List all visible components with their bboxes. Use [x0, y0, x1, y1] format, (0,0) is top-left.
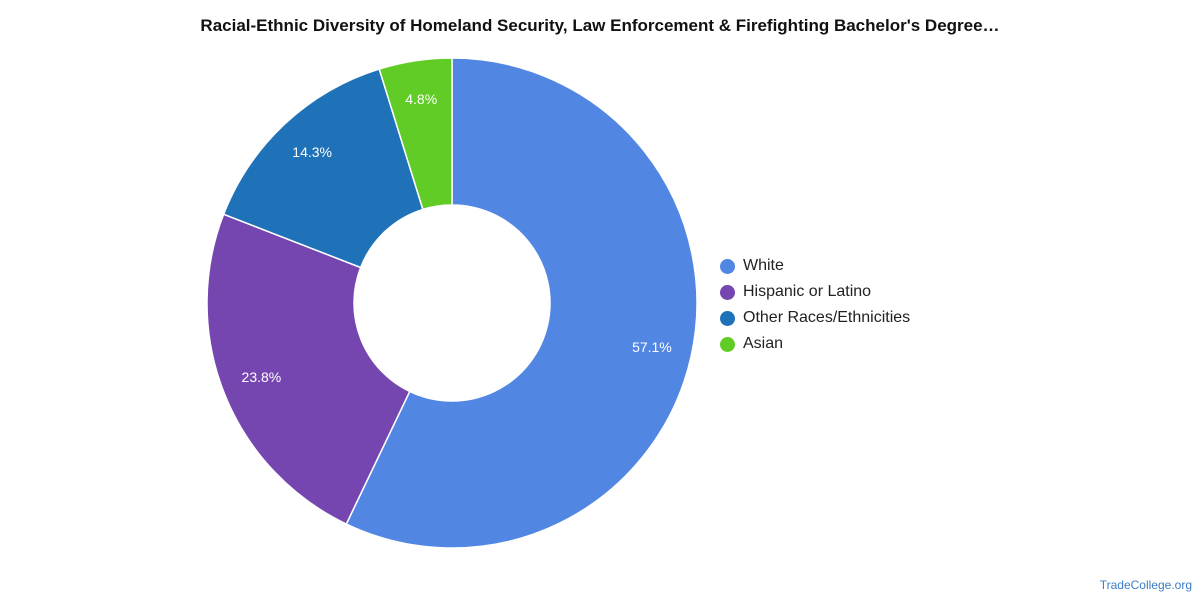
donut-slice-labels: 57.1% 23.8% 14.3% 4.8% — [242, 91, 672, 385]
slice-asian[interactable] — [378, 57, 453, 211]
slice-hispanic-or-latino[interactable] — [206, 213, 411, 526]
slice-label-hispanic-or-latino: 23.8% — [242, 369, 282, 385]
legend-swatch-other-races-ethnicities — [720, 310, 735, 326]
slice-label-asian: 4.8% — [405, 91, 437, 107]
legend-label-white: White — [743, 257, 784, 274]
slice-other-races-ethnicities[interactable] — [222, 68, 424, 269]
slice-label-white: 57.1% — [632, 339, 672, 355]
chart-legend: White Hispanic or Latino Other Races/Ethni… — [720, 253, 910, 357]
slice-label-other-races-ethnicities: 14.3% — [292, 144, 332, 160]
legend-swatch-white — [720, 258, 735, 274]
donut-slices — [206, 57, 698, 549]
legend-swatch-hispanic-or-latino — [720, 284, 735, 300]
legend-item-white[interactable]: White — [720, 253, 910, 279]
legend-swatch-asian — [720, 336, 735, 352]
legend-item-other-races-ethnicities[interactable]: Other Races/Ethnicities — [720, 305, 910, 331]
slice-white[interactable] — [345, 57, 698, 549]
legend-item-hispanic-or-latino[interactable]: Hispanic or Latino — [720, 279, 910, 305]
legend-item-asian[interactable]: Asian — [720, 331, 910, 357]
chart-title: Racial-Ethnic Diversity of Homeland Secu… — [200, 16, 1000, 35]
source-credit[interactable]: TradeCollege.org — [1099, 578, 1192, 592]
legend-label-asian: Asian — [743, 335, 784, 352]
legend-label-other-races-ethnicities: Other Races/Ethnicities — [743, 309, 911, 326]
legend-label-hispanic-or-latino: Hispanic or Latino — [743, 283, 872, 300]
